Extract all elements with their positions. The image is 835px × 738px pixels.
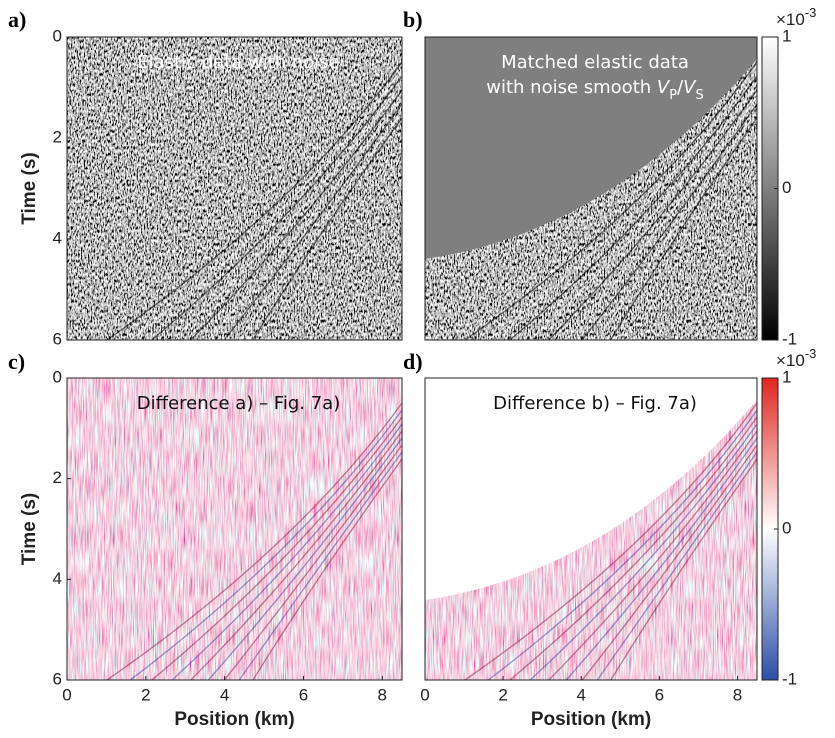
event — [464, 61, 757, 340]
event — [251, 117, 402, 340]
event — [486, 68, 757, 340]
exponent-base: ×10 — [776, 351, 805, 370]
y-tick-label: 6 — [53, 669, 62, 688]
x-tick-label: 4 — [577, 685, 586, 704]
colorbar-tick-label: -1 — [782, 329, 797, 348]
exponent-power: -3 — [805, 346, 817, 361]
annotation-part: V — [683, 77, 697, 98]
event — [609, 117, 757, 340]
event — [596, 451, 757, 680]
x-tick-label: 0 — [62, 685, 71, 704]
x-tick-label: 8 — [733, 685, 742, 704]
y-tick-label: 4 — [53, 228, 62, 247]
x-tick-label: 6 — [655, 685, 664, 704]
annotation-part: V — [657, 77, 671, 98]
annotation: Elastic data with noise — [137, 52, 340, 73]
y-axis-title: Time (s) — [19, 493, 40, 566]
x-tick-label: 6 — [299, 685, 308, 704]
event — [508, 75, 757, 340]
event — [487, 409, 757, 680]
panel-label: a) — [8, 7, 26, 32]
image — [67, 37, 402, 340]
event — [528, 82, 757, 340]
event — [596, 110, 757, 340]
x-tick-label: 4 — [220, 685, 229, 704]
annotation-part: with noise smooth — [486, 77, 657, 98]
colorbar-tick-label: -1 — [782, 669, 797, 688]
event — [106, 61, 402, 340]
event — [223, 103, 402, 340]
event — [529, 423, 757, 680]
event — [252, 458, 402, 680]
panel-label: b) — [403, 7, 423, 32]
mask — [425, 37, 757, 259]
annotation: Difference b) – Fig. 7a) — [493, 393, 697, 414]
mask — [425, 378, 757, 600]
colorbar-exponent: ×10-3 — [776, 5, 816, 30]
event — [238, 110, 402, 340]
y-axis-title: Time (s) — [19, 152, 40, 225]
exponent-power: -3 — [805, 5, 817, 20]
colorbar-tick-label: 0 — [782, 178, 791, 197]
image — [425, 378, 757, 680]
y-tick-label: 6 — [53, 329, 62, 348]
event — [508, 416, 757, 680]
frame — [66, 36, 403, 341]
panel-label: c) — [8, 349, 25, 374]
event — [547, 89, 757, 340]
event — [150, 75, 402, 340]
exponent-base: ×10 — [776, 10, 805, 29]
event — [129, 409, 402, 680]
annotation-part: / — [677, 77, 684, 98]
colorbar-tick-label: 1 — [782, 26, 791, 45]
y-tick-label: 0 — [53, 367, 62, 386]
event — [581, 103, 757, 340]
colorbar-exponent: ×10-3 — [776, 346, 816, 371]
image — [67, 378, 402, 680]
event — [171, 423, 402, 680]
annotation: Difference a) – Fig. 7a) — [137, 393, 340, 414]
y-tick-label: 4 — [53, 569, 62, 588]
x-tick-label: 2 — [498, 685, 507, 704]
event — [189, 89, 402, 340]
x-axis-title: Position (km) — [174, 709, 294, 730]
event — [609, 458, 757, 680]
event — [238, 451, 402, 680]
event — [150, 416, 402, 680]
panel-label: d) — [403, 349, 423, 374]
x-tick-label: 2 — [141, 685, 150, 704]
event — [170, 82, 402, 340]
event — [207, 437, 402, 680]
annotation: Matched elastic data — [501, 52, 689, 73]
image — [425, 37, 757, 340]
annotation-part: P — [669, 88, 677, 103]
event — [189, 430, 402, 680]
annotation-part: S — [695, 88, 703, 103]
frame — [424, 36, 758, 341]
frame — [66, 377, 403, 681]
x-tick-label: 0 — [420, 685, 429, 704]
y-tick-label: 2 — [53, 127, 62, 146]
event — [128, 68, 402, 340]
event — [565, 437, 757, 680]
event — [464, 402, 757, 680]
event — [106, 402, 402, 680]
frame — [424, 377, 758, 681]
y-tick-label: 0 — [53, 26, 62, 45]
event — [581, 444, 757, 680]
annotation: with noise smooth VP/VS — [486, 77, 703, 103]
event — [547, 430, 757, 680]
x-tick-label: 8 — [378, 685, 387, 704]
colorbar-tick-label: 0 — [782, 518, 791, 537]
x-axis-title: Position (km) — [531, 709, 651, 730]
event — [223, 444, 402, 680]
colorbar-tick-label: 1 — [782, 367, 791, 386]
y-tick-label: 2 — [53, 468, 62, 487]
